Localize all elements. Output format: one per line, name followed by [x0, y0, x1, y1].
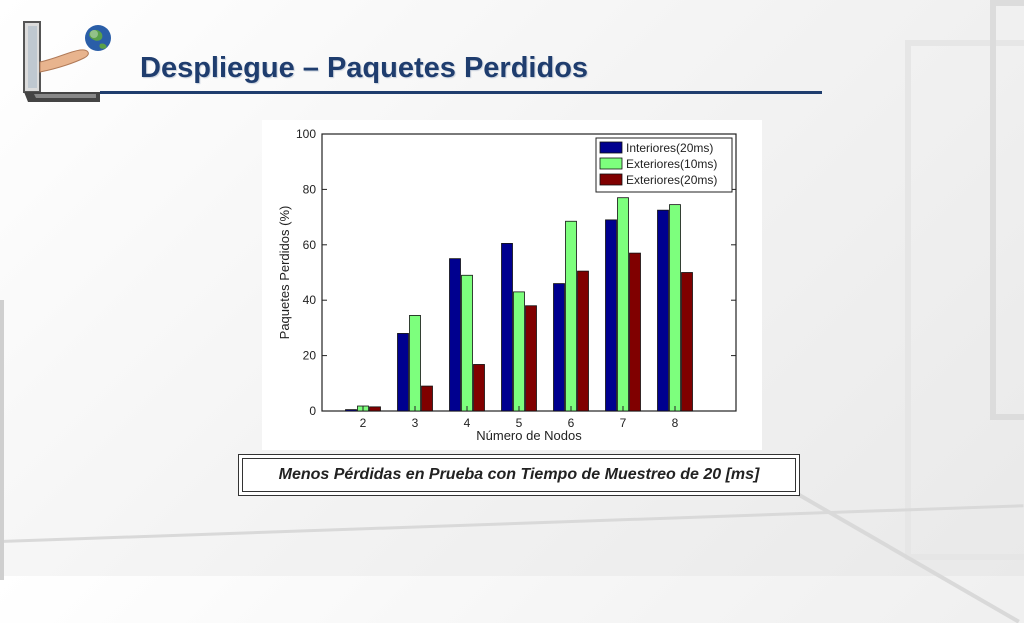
bar: [553, 283, 565, 412]
bar-chart: 0 20 40 60 80 100 2 3 4 5 6 7 8 Número de Nodos Paquet…: [277, 127, 737, 443]
y-tick-label: 0: [309, 404, 316, 418]
legend-swatch: [599, 141, 623, 154]
legend-swatch: [599, 173, 623, 186]
x-tick-label: 2: [360, 416, 367, 430]
laptop-hand-globe-icon: [23, 21, 111, 102]
bar: [409, 315, 421, 412]
y-axis-label: Paquetes Perdidos (%): [277, 206, 292, 340]
caption-box: Menos Pérdidas en Prueba con Tiempo de M…: [238, 454, 800, 496]
y-tick-label: 80: [303, 182, 317, 196]
chart-panel: 0 20 40 60 80 100 2 3 4 5 6 7 8 Número de Nodos Paquet…: [262, 120, 762, 450]
caption-text: Menos Pérdidas en Prueba con Tiempo de M…: [242, 458, 796, 492]
x-tick-label: 5: [516, 416, 523, 430]
bar: [369, 406, 381, 412]
y-tick-label: 40: [303, 293, 317, 307]
bar: [605, 219, 617, 412]
y-tick-label: 20: [303, 349, 317, 363]
bar: [421, 385, 433, 412]
slide-title: Despliegue – Paquetes Perdidos: [140, 52, 589, 84]
x-tick-label: 7: [620, 416, 627, 430]
title-underline: [100, 91, 822, 94]
background-window-frame: [905, 40, 1024, 560]
bar: [577, 270, 589, 412]
legend-label: Interiores(20ms): [626, 141, 713, 155]
y-tick-label: 60: [303, 238, 317, 252]
y-tick-label: 100: [296, 127, 316, 141]
bar: [669, 204, 681, 412]
bar: [629, 252, 641, 412]
bar: [565, 220, 577, 412]
bar: [473, 364, 485, 412]
legend-label: Exteriores(20ms): [626, 173, 717, 187]
bar: [657, 209, 669, 412]
bar: [501, 243, 513, 412]
bar: [449, 258, 461, 412]
x-tick-label: 8: [672, 416, 679, 430]
background-window-frame: [990, 0, 1024, 420]
x-tick-label: 6: [568, 416, 575, 430]
background-line: [0, 300, 4, 580]
legend-swatch: [599, 157, 623, 170]
bar: [461, 274, 473, 412]
legend-label: Exteriores(10ms): [626, 157, 717, 171]
bar: [681, 272, 693, 412]
bar: [617, 197, 629, 412]
bar: [525, 305, 537, 412]
x-axis-label: Número de Nodos: [476, 428, 582, 443]
bar: [397, 333, 409, 412]
bar: [513, 291, 525, 412]
bar: [345, 409, 357, 412]
x-tick-label: 4: [464, 416, 471, 430]
x-tick-label: 3: [412, 416, 419, 430]
